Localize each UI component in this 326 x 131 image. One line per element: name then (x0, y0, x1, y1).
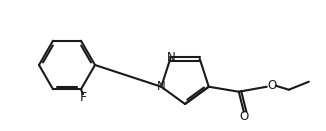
Text: N: N (167, 51, 176, 64)
Text: N: N (157, 80, 166, 93)
Text: F: F (80, 91, 87, 104)
Text: O: O (267, 79, 276, 92)
Text: O: O (239, 110, 248, 123)
